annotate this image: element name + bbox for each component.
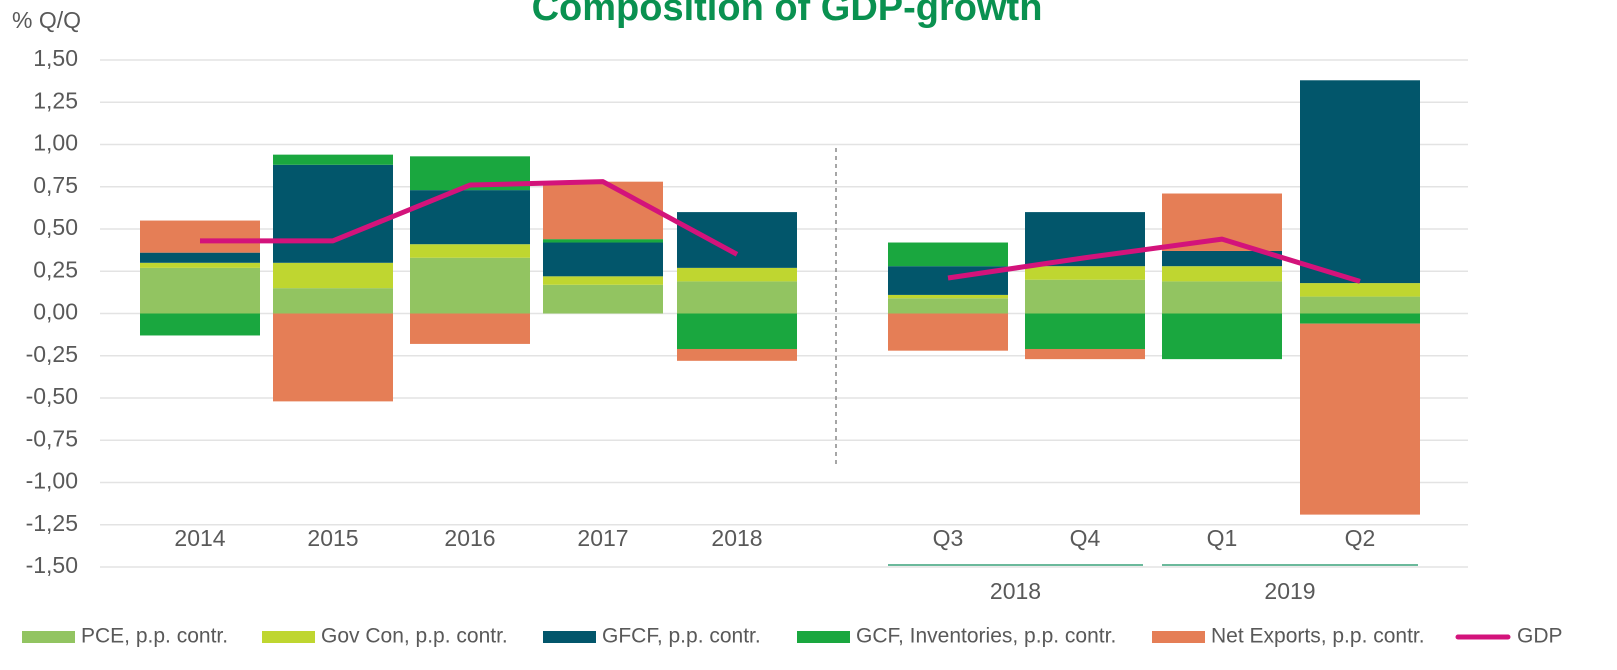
- bar: [1300, 313, 1420, 324]
- bar: [888, 313, 1008, 351]
- legend-label: GDP: [1517, 625, 1563, 648]
- bar: [1300, 323, 1420, 515]
- y-tick-label: -1,50: [26, 552, 78, 578]
- bar: [888, 294, 1008, 299]
- legend-label: GCF, Inventories, p.p. contr.: [856, 625, 1116, 648]
- y-tick-label: 1,00: [33, 130, 78, 156]
- bar: [273, 154, 393, 165]
- bar: [543, 276, 663, 285]
- bar: [1162, 250, 1282, 267]
- y-tick-label: -0,50: [26, 383, 78, 409]
- bar: [888, 242, 1008, 267]
- bar: [1162, 281, 1282, 314]
- bar: [677, 348, 797, 361]
- bar: [1300, 283, 1420, 297]
- legend-label: Net Exports, p.p. contr.: [1211, 625, 1425, 648]
- bar: [273, 262, 393, 289]
- bar: [1300, 296, 1420, 314]
- legend-label: Gov Con, p.p. contr.: [321, 625, 508, 648]
- bar: [273, 164, 393, 263]
- bar: [140, 220, 260, 253]
- group-label: 2019: [1264, 578, 1315, 604]
- bar: [1162, 266, 1282, 282]
- legend-swatch: [22, 631, 75, 643]
- y-tick-label: -0,75: [26, 425, 78, 451]
- legend-label: GFCF, p.p. contr.: [602, 625, 761, 648]
- bar: [1025, 348, 1145, 360]
- x-tick-label: Q4: [1070, 525, 1101, 551]
- y-tick-label: 0,00: [33, 299, 78, 325]
- bar: [410, 313, 530, 344]
- chart-title: Composition of GDP-growth: [532, 0, 1043, 29]
- group-label: 2018: [990, 578, 1041, 604]
- y-tick-label: 1,25: [33, 87, 78, 113]
- bar: [140, 252, 260, 263]
- y-tick-label: 0,25: [33, 256, 78, 282]
- legend-swatch: [262, 631, 315, 643]
- legend-swatch: [797, 631, 850, 643]
- bar: [410, 257, 530, 314]
- bar: [140, 262, 260, 268]
- y-tick-label: 0,75: [33, 172, 78, 198]
- line: [200, 179, 739, 257]
- bar: [888, 298, 1008, 314]
- bar: [140, 313, 260, 336]
- x-tick-label: 2016: [444, 525, 495, 551]
- bar: [1300, 80, 1420, 284]
- legend-swatch: [543, 631, 596, 643]
- legend-swatch: [1152, 631, 1205, 643]
- bar: [1162, 313, 1282, 360]
- bar: [273, 288, 393, 314]
- bar: [677, 267, 797, 282]
- bar: [543, 239, 663, 243]
- y-tick-label: 0,50: [33, 214, 78, 240]
- x-tick-label: Q2: [1345, 525, 1376, 551]
- x-tick-label: 2015: [307, 525, 358, 551]
- bar: [677, 281, 797, 314]
- bar: [677, 313, 797, 349]
- y-tick-label: -1,00: [26, 468, 78, 494]
- y-tick-label: -1,25: [26, 510, 78, 536]
- bar: [1025, 279, 1145, 314]
- bar: [543, 284, 663, 314]
- bar: [677, 212, 797, 268]
- bar: [410, 244, 530, 258]
- legend-label: PCE, p.p. contr.: [81, 625, 228, 648]
- bar: [410, 190, 530, 245]
- bar: [273, 313, 393, 402]
- bar: [140, 267, 260, 314]
- x-tick-label: Q3: [933, 525, 964, 551]
- x-tick-label: 2017: [577, 525, 628, 551]
- bar: [543, 181, 663, 240]
- y-tick-label: 1,50: [33, 45, 78, 71]
- y-tick-label: -0,25: [26, 341, 78, 367]
- x-tick-label: 2018: [711, 525, 762, 551]
- bar: [1025, 313, 1145, 349]
- bar: [543, 242, 663, 277]
- y-axis-label: % Q/Q: [12, 7, 81, 33]
- bar: [1025, 266, 1145, 280]
- line: [947, 236, 1361, 284]
- x-tick-label: Q1: [1207, 525, 1238, 551]
- x-tick-label: 2014: [174, 525, 225, 551]
